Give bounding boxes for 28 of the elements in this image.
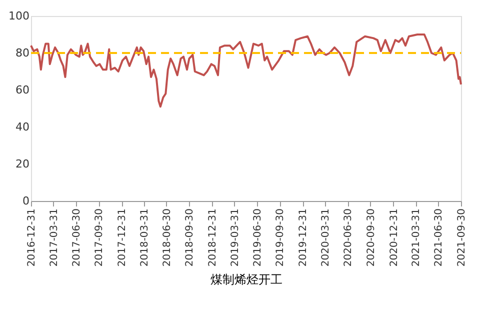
x-tick-label: 2019-06-30 — [252, 208, 264, 267]
x-tick-label: 2019-03-31 — [230, 208, 241, 267]
y-tick-label: 40 — [16, 120, 30, 134]
x-tick-label: 2020-12-31 — [388, 208, 400, 267]
x-tick-label: 2017-09-30 — [94, 208, 106, 267]
x-tick-label: 2017-03-31 — [48, 208, 60, 267]
x-tick-label: 2020-03-31 — [320, 208, 332, 267]
y-tick-label: 20 — [16, 158, 30, 170]
x-tick-label: 2016-12-31 — [26, 208, 38, 267]
x-tick-label: 2021-06-30 — [434, 208, 445, 267]
x-tick-label: 2021-03-31 — [411, 208, 422, 267]
x-tick-label: 2017-12-31 — [117, 208, 128, 267]
y-tick-label: 60 — [16, 84, 30, 96]
y-tick-label: 0 — [22, 194, 30, 208]
y-tick-label: 80 — [16, 46, 30, 60]
x-tick-label: 2021-09-30 — [456, 208, 468, 267]
x-tick-label: 2018-09-30 — [184, 208, 196, 267]
x-tick-label: 2019-09-30 — [275, 208, 286, 267]
x-tick-label: 2020-06-30 — [343, 208, 354, 267]
x-tick-label: 2018-03-31 — [139, 208, 150, 267]
line-series — [30, 34, 462, 108]
x-tick-label: 2018-12-31 — [208, 208, 219, 267]
x-axis-title: 煤制烯烃开工 — [210, 272, 282, 287]
y-tick-label: 100 — [8, 10, 30, 22]
x-tick-label: 2018-06-30 — [162, 208, 173, 267]
x-tick-label: 2020-09-30 — [366, 208, 377, 267]
x-tick-label: 2019-12-31 — [298, 208, 310, 267]
x-tick-label: 2017-06-30 — [71, 208, 82, 267]
